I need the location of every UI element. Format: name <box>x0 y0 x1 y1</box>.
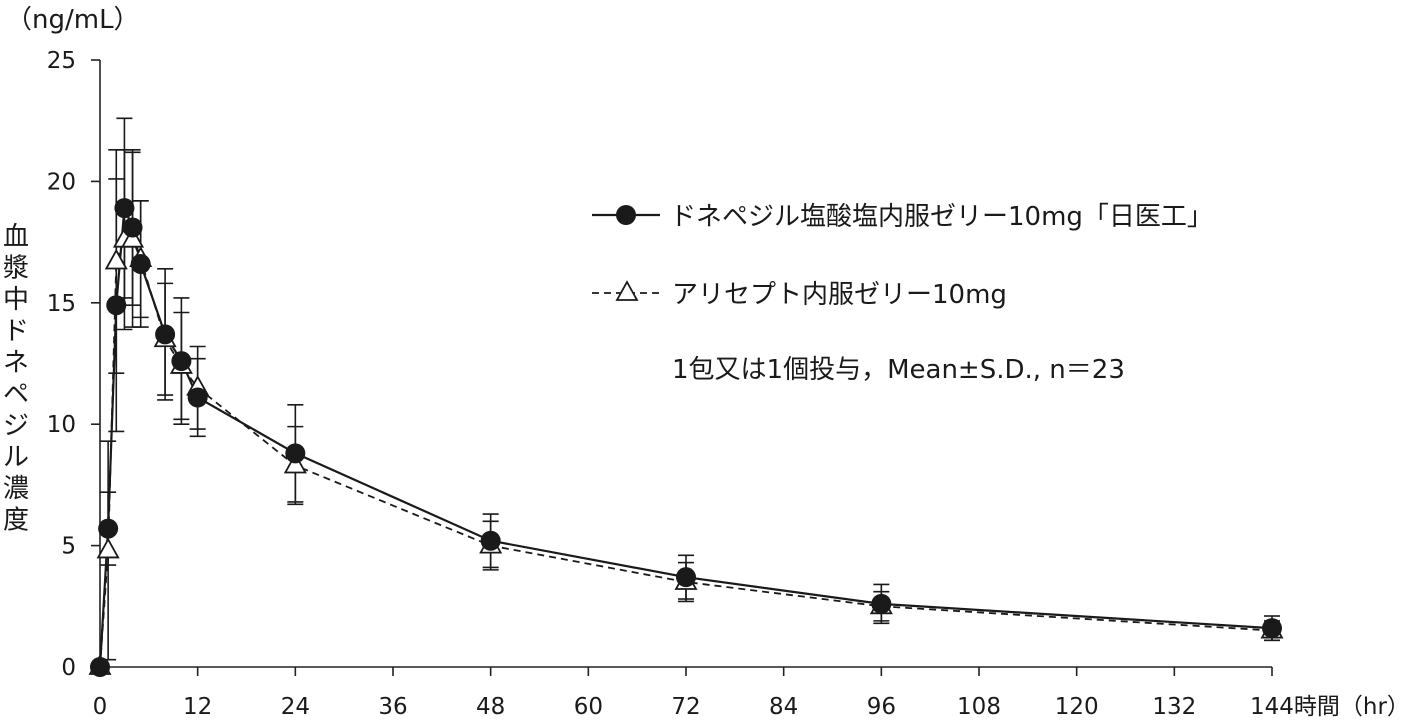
y-tick-label: 5 <box>61 534 76 560</box>
x-tick-label: 24 <box>281 694 310 720</box>
data-point-circle <box>90 657 110 677</box>
x-tick-label: 108 <box>957 694 1001 720</box>
data-point-circle <box>285 443 306 464</box>
x-tick-label: 96 <box>867 694 896 720</box>
x-tick-label: 84 <box>769 694 798 720</box>
x-tick-label: 36 <box>378 694 407 720</box>
y-tick-label: 0 <box>61 655 76 681</box>
y-tick-label: 25 <box>47 48 76 74</box>
data-point-circle <box>676 567 696 588</box>
data-point-circle <box>155 324 176 345</box>
y-tick-label: 20 <box>47 169 76 195</box>
legend-marker-open-triangle <box>615 280 639 301</box>
y-axis-label: 血漿中ドネペジル濃度 <box>3 222 29 536</box>
data-point-circle <box>130 253 151 274</box>
x-tick-label: 12 <box>183 694 212 720</box>
data-point-circle <box>171 351 192 372</box>
legend-item-1: ドネペジル塩酸塩内服ゼリー10mg「日医工」 <box>592 202 1213 232</box>
legend-item-2: アリセプト内服ゼリー10mg <box>592 280 1007 310</box>
legend-label-1: ドネペジル塩酸塩内服ゼリー10mg「日医工」 <box>670 202 1213 232</box>
y-tick-label: 10 <box>47 412 76 438</box>
data-point-circle <box>480 530 501 551</box>
data-point-triangle <box>96 537 120 559</box>
x-ticks: 0 12 24 36 48 60 72 84 96 108 120 132 144時間（hr） <box>93 667 1410 720</box>
x-tick-label: 60 <box>574 694 603 720</box>
series-1-markers <box>90 198 1282 677</box>
data-point-triangle <box>104 248 128 270</box>
data-point-circle <box>187 387 208 408</box>
data-point-circle <box>871 593 892 614</box>
legend-marker-filled-circle <box>616 205 636 225</box>
legend: ドネペジル塩酸塩内服ゼリー10mg「日医工」 アリセプト内服ゼリー10mg 1包… <box>592 202 1213 385</box>
data-point-circle <box>106 295 127 316</box>
x-tick-label: 0 <box>93 694 108 720</box>
x-tick-label-with-unit: 144時間（hr） <box>1250 694 1410 720</box>
data-point-triangle <box>283 452 307 474</box>
y-tick-label: 15 <box>47 291 76 317</box>
series-1-line <box>98 207 1273 668</box>
y-unit-label: （ng/mL） <box>6 5 140 35</box>
x-tick-label: 72 <box>671 694 700 720</box>
y-ticks: 0 5 10 15 20 25 <box>47 48 100 681</box>
data-point-triangle <box>121 226 145 248</box>
data-point-circle <box>98 518 119 539</box>
data-point-circle <box>1262 618 1282 639</box>
x-tick-label: 132 <box>1152 694 1196 720</box>
x-tick-label: 48 <box>476 694 505 720</box>
data-point-circle <box>114 198 135 219</box>
legend-label-2: アリセプト内服ゼリー10mg <box>672 280 1007 310</box>
x-tick-label: 120 <box>1055 694 1099 720</box>
data-point-circle <box>122 217 143 238</box>
chart-note: 1包又は1個投与，Mean±S.D., n＝23 <box>672 355 1125 385</box>
